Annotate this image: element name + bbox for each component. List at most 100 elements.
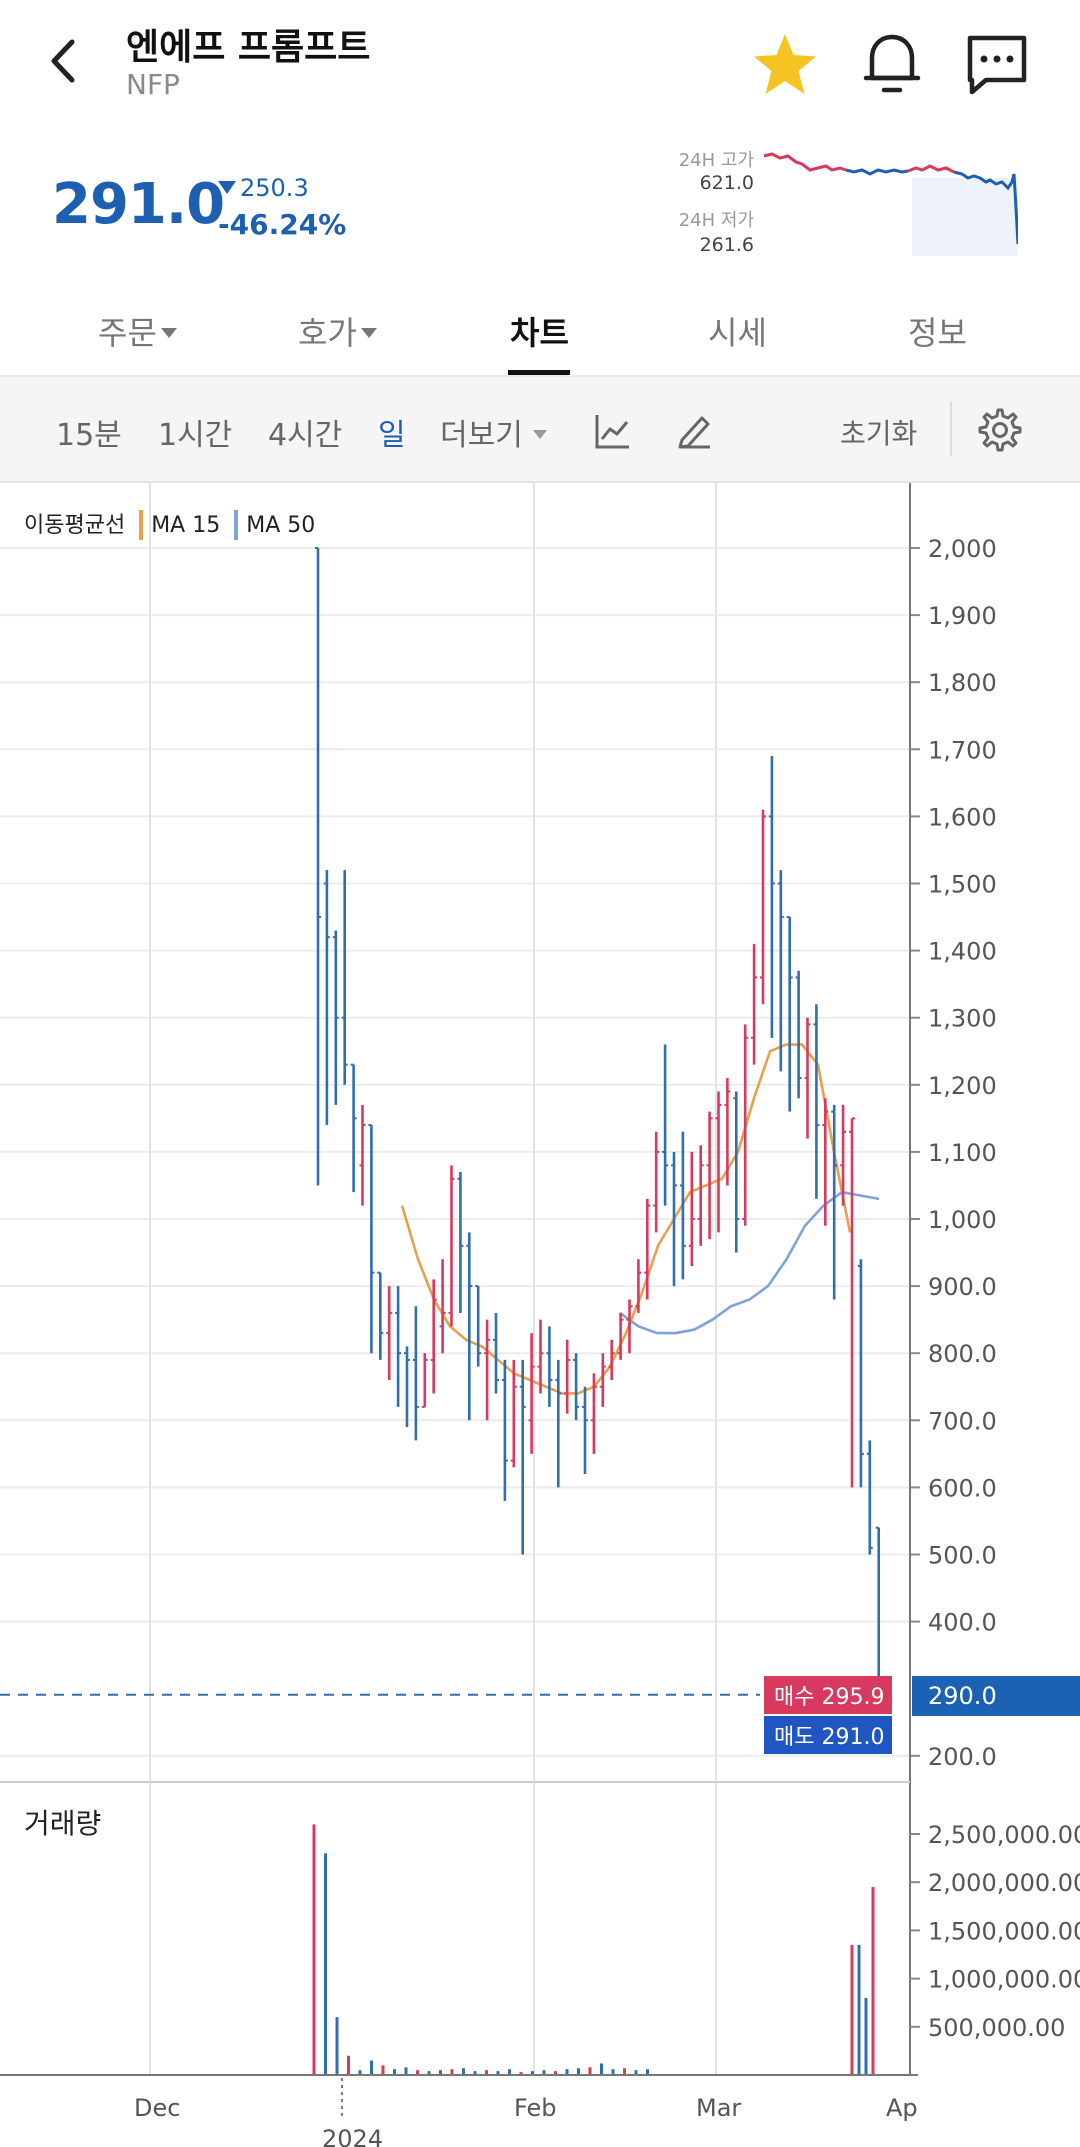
favorite-button[interactable] [750, 30, 820, 100]
volume-axis-label: 1,500,000.00 [928, 1917, 1080, 1945]
low-24h-value: 261.6 [699, 234, 754, 256]
volume-bar [554, 2071, 557, 2075]
ma50-line [619, 1190, 880, 1335]
reset-button[interactable]: 초기화 [840, 417, 918, 450]
ma-legend[interactable]: 이동평균선 MA 15 MA 50 [24, 507, 315, 540]
volume-bar [531, 2071, 534, 2075]
ma15-label: MA 15 [151, 513, 221, 538]
volume-bar [542, 2070, 546, 2075]
price-axis-label: 2,000 [928, 535, 997, 563]
price-change-percent: -46.24% [218, 208, 347, 241]
volume-bar [416, 2070, 419, 2075]
ask-tag: 매도 291.0 [764, 1716, 893, 1754]
chevron-left-icon [51, 39, 75, 83]
ma15-line [400, 1043, 852, 1395]
chat-button[interactable] [962, 30, 1032, 100]
price-change-amount: 250.3 [240, 174, 309, 202]
chart-settings-button[interactable] [978, 408, 1022, 456]
volume-bar [439, 2070, 442, 2075]
tab-market-price[interactable]: 시세 [708, 308, 767, 354]
volume-bar [508, 2069, 511, 2075]
time-axis-label: Ap [886, 2094, 918, 2122]
volume-bar [864, 1997, 868, 2075]
chart-grid [0, 483, 910, 2075]
price-axis-label: 1,600 [928, 803, 997, 831]
interval-1h[interactable]: 1시간 [158, 418, 233, 453]
bid-tag: 매수 295.9 [764, 1676, 893, 1714]
tab-chart-label: 차트 [510, 314, 569, 352]
price-axis-label: 1,900 [928, 602, 997, 630]
volume-bar [588, 2067, 592, 2075]
indicator-button[interactable] [594, 412, 632, 454]
interval-4h[interactable]: 4시간 [268, 418, 343, 453]
tab-order[interactable]: 주문 [98, 308, 177, 354]
volume-bar [600, 2063, 603, 2075]
volume-bar [381, 2065, 385, 2075]
low-24h-label: 24H 저가 [678, 210, 754, 231]
volume-bar [496, 2071, 500, 2075]
volume-bar [577, 2068, 580, 2075]
volume-axis-label: 500,000.00 [928, 2014, 1065, 2042]
caret-down-icon [160, 328, 177, 338]
ask-label: 매도 [774, 1725, 815, 1750]
star-icon [754, 34, 816, 94]
tab-orderbook[interactable]: 호가 [298, 308, 377, 354]
pencil-icon [678, 416, 710, 449]
price-axis-label: 800.0 [928, 1340, 997, 1368]
more-intervals-dropdown[interactable]: 더보기 [440, 410, 547, 454]
volume-bar [393, 2069, 396, 2075]
volume-title: 거래량 [24, 1807, 102, 1840]
volume-bar [347, 2055, 350, 2075]
price-axis-label: 1,700 [928, 736, 997, 764]
tabs-divider [0, 375, 1080, 377]
volume-bar [370, 2060, 373, 2075]
volume-bar [427, 2071, 431, 2075]
axes: 2,000 1,900 1,800 1,700 1,600 1,500 1,400 1,300… [0, 483, 1080, 2147]
ma50-label: MA 50 [246, 513, 316, 538]
alert-button[interactable] [858, 28, 926, 98]
volume-bar [404, 2067, 408, 2075]
tab-market-price-label: 시세 [708, 314, 767, 352]
price-axis-label: 700.0 [928, 1407, 997, 1435]
bid-value: 295.9 [821, 1685, 885, 1710]
tab-orderbook-label: 호가 [298, 314, 357, 352]
ticker-symbol: NFP [126, 68, 180, 101]
price-change: 250.3 [218, 174, 309, 202]
bell-icon [863, 34, 921, 93]
price-chart[interactable]: 2,000 1,900 1,800 1,700 1,600 1,500 1,400 1,300… [0, 483, 1080, 2147]
line-chart-icon [595, 415, 629, 449]
interval-15m[interactable]: 15분 [56, 418, 122, 453]
ma50-swatch [234, 510, 239, 540]
time-axis-label: Mar [696, 2094, 741, 2122]
tab-chart[interactable]: 차트 [510, 308, 569, 354]
chat-icon [967, 35, 1027, 95]
volume-bar [519, 2072, 523, 2075]
volume-bar [646, 2069, 649, 2075]
tab-order-label: 주문 [98, 314, 157, 352]
price-axis-label: 1,500 [928, 871, 997, 899]
caret-down-icon [360, 328, 377, 338]
time-axis-label: 2024 [322, 2125, 383, 2147]
active-tab-indicator [508, 370, 570, 375]
draw-button[interactable] [674, 410, 714, 454]
price-axis-label: 1,200 [928, 1072, 997, 1100]
moving-averages [400, 1043, 880, 1395]
price-axis-label: 1,100 [928, 1139, 997, 1167]
page-title: 엔에프 프롬프트 [126, 27, 371, 68]
high-24h-value: 621.0 [699, 172, 754, 194]
price-axis-label: 1,300 [928, 1005, 997, 1033]
price-axis-label: 1,000 [928, 1206, 997, 1234]
volume-bar [450, 2069, 454, 2075]
interval-1d[interactable]: 일 [378, 418, 406, 453]
down-arrow-icon [218, 181, 236, 194]
volume-bar [485, 2070, 488, 2075]
volume-bar [473, 2071, 477, 2075]
volume-bar [871, 1887, 875, 2075]
current-price-axis-tag: 290.0 [912, 1676, 1080, 1716]
price-axis-label: 200.0 [928, 1743, 997, 1771]
volume-axis-label: 2,500,000.00 [928, 1821, 1080, 1849]
tab-info[interactable]: 정보 [908, 308, 967, 354]
current-price: 291.0 [52, 172, 225, 237]
more-label: 더보기 [440, 418, 523, 453]
back-button[interactable] [44, 36, 84, 86]
